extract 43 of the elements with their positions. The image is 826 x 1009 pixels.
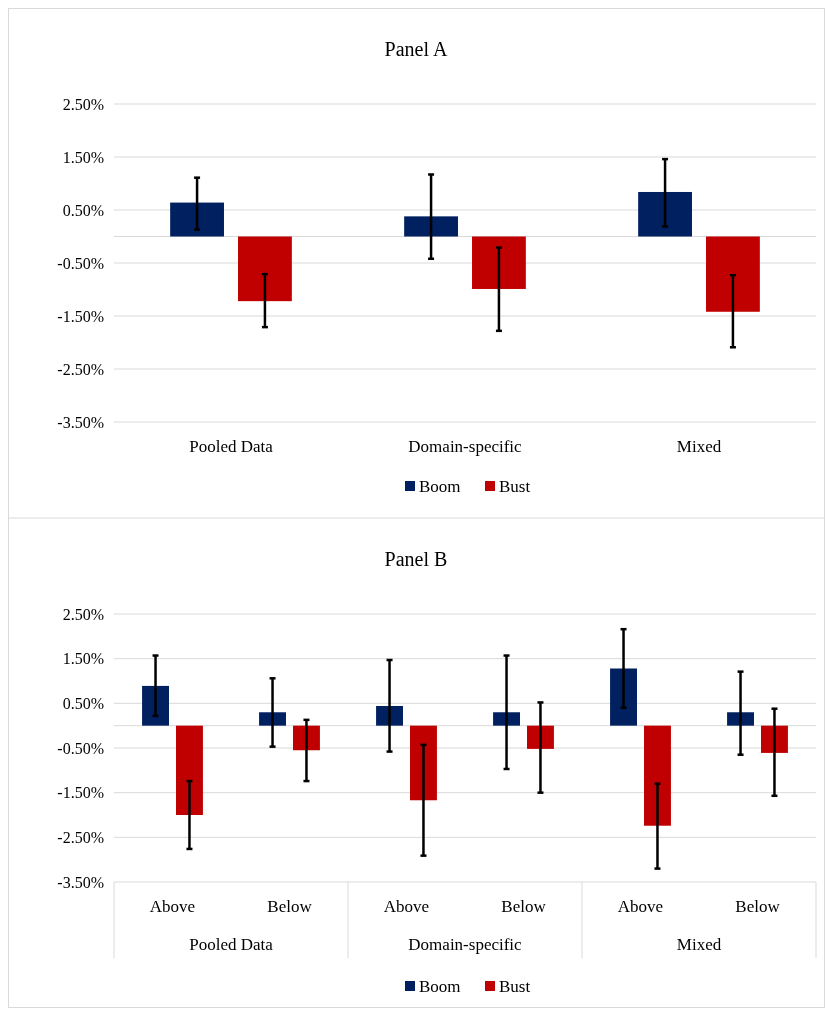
bar xyxy=(610,668,637,726)
bar xyxy=(170,202,224,237)
y-tick-label: -2.50% xyxy=(57,828,104,846)
text: Mixed xyxy=(676,935,722,954)
text: Pooled Data xyxy=(189,935,274,954)
y-tick-label: -1.50% xyxy=(57,784,104,802)
y-tick-label: -3.50% xyxy=(57,413,104,431)
bar xyxy=(142,685,169,726)
y-tick-label: -3.50% xyxy=(57,873,104,891)
chart-title: Panel B xyxy=(384,548,448,570)
bar xyxy=(238,236,292,302)
bar xyxy=(410,725,437,801)
y-tick-label: -1.50% xyxy=(57,307,104,325)
y-tick-label: -0.50% xyxy=(57,739,104,757)
text: Domain-specific xyxy=(408,935,523,954)
bar xyxy=(404,216,458,237)
x-tick-label: Below xyxy=(267,897,313,916)
y-tick-label: 0.50% xyxy=(62,201,104,219)
chart-title: Panel A xyxy=(384,38,448,60)
x-tick-label: Pooled Data xyxy=(189,437,274,456)
legend-label: Bust xyxy=(499,977,531,996)
bar xyxy=(638,191,692,237)
x-tick-label: Below xyxy=(501,897,547,916)
legend-label: Bust xyxy=(499,477,531,496)
x-tick-label: Below xyxy=(735,897,781,916)
y-tick-label: 1.50% xyxy=(62,650,104,668)
bar xyxy=(472,236,526,289)
bar xyxy=(176,725,203,815)
y-tick-label: 0.50% xyxy=(62,694,104,712)
y-tick-label: 1.50% xyxy=(62,148,104,166)
y-tick-label: -0.50% xyxy=(57,254,104,272)
bar xyxy=(706,236,760,312)
x-tick-label: Above xyxy=(149,897,196,916)
y-tick-label: 2.50% xyxy=(62,95,104,113)
y-tick-label: -2.50% xyxy=(57,360,104,378)
legend-label: Boom xyxy=(419,477,461,496)
y-tick-label: 2.50% xyxy=(62,605,104,623)
bar xyxy=(644,725,671,826)
x-tick-label: Domain-specific xyxy=(408,437,523,456)
x-tick-label: Above xyxy=(383,897,430,916)
legend-label: Boom xyxy=(419,977,461,996)
x-tick-label: Mixed xyxy=(676,437,722,456)
x-tick-label: Above xyxy=(617,897,664,916)
